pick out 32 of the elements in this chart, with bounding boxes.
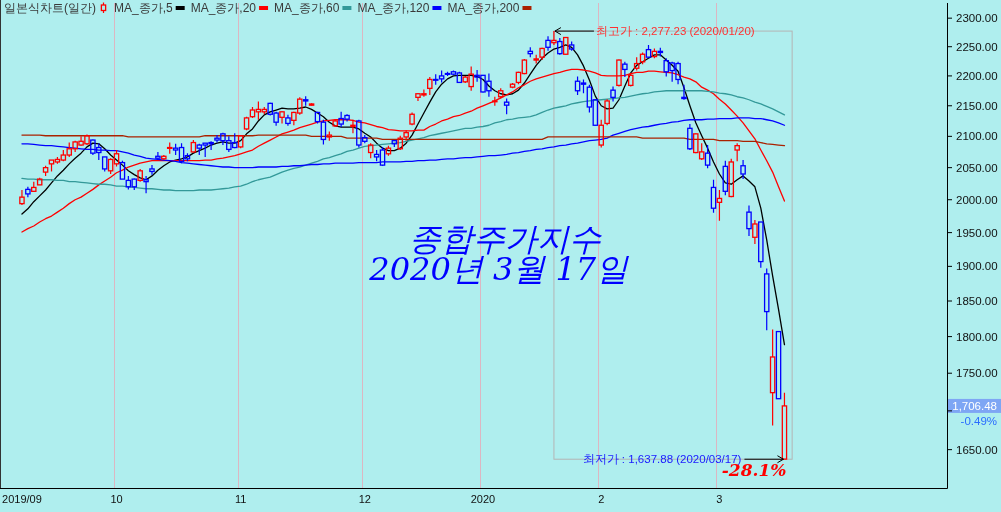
legend-item: MA_종가,5 — [114, 1, 185, 15]
x-tick-label: 12 — [358, 493, 371, 505]
legend-label: MA_종가,5 — [114, 1, 174, 15]
y-tick-label: 1750.00 — [956, 367, 998, 380]
y-tick-label: 1900.00 — [956, 260, 998, 273]
y-tick-label: 2150.00 — [956, 99, 998, 112]
x-tick-label: 3 — [716, 493, 723, 505]
legend-item: MA_종가,20 — [190, 1, 269, 15]
y-tick-label: 1950.00 — [956, 226, 998, 239]
legend-item: MA_종가,120 — [357, 1, 442, 15]
y-tick-label: 2250.00 — [956, 40, 998, 53]
x-tick-label: 11 — [234, 493, 247, 505]
y-tick-label: 2000.00 — [956, 193, 998, 206]
y-tick-label: 2050.00 — [956, 161, 998, 174]
y-tick-label: 2100.00 — [956, 130, 998, 143]
legend-label: MA_종가,60 — [274, 1, 340, 15]
annotation: 최저가 : 1,637.88 (2020/03/17) — [582, 453, 742, 466]
text: -0.49% — [960, 414, 997, 427]
y-tick-label: 2200.00 — [956, 69, 998, 82]
y-tick-label: 1650.00 — [956, 443, 998, 456]
x-tick-label: 10 — [110, 493, 123, 505]
legend-label: MA_종가,20 — [190, 1, 257, 15]
y-tick-label: 2300.00 — [956, 12, 998, 25]
legend-item: MA_종가,60 — [274, 1, 352, 15]
x-tick-label: 2019/09 — [2, 493, 42, 505]
annotation: 최고가 : 2,277.23 (2020/01/20) — [595, 25, 755, 38]
y-tick-label: 1800.00 — [956, 330, 998, 343]
x-tick-label: 2020 — [470, 493, 496, 505]
y-tick-label: 1850.00 — [956, 295, 998, 308]
legend-item: MA_종가,200 — [447, 1, 532, 15]
x-tick-label: 2 — [598, 493, 605, 505]
legend-item: 일본식차트(일간) — [4, 1, 107, 15]
